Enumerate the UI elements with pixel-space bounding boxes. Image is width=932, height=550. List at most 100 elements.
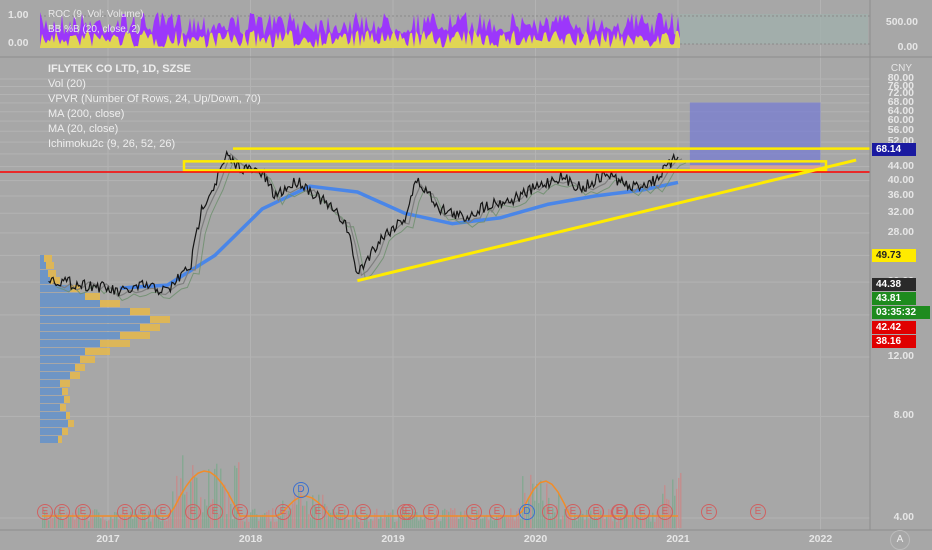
volume-bar (444, 508, 446, 528)
earnings-marker[interactable]: E (232, 504, 248, 520)
volume-bar (508, 515, 510, 528)
earnings-marker[interactable]: E (423, 504, 439, 520)
volume-bar (406, 513, 408, 528)
target-zone-box (689, 102, 821, 166)
vpvr-up-bar-4 (40, 285, 70, 292)
price-axis-tick: 8.00 (893, 409, 914, 422)
volume-bar (222, 486, 224, 528)
earnings-marker[interactable]: E (489, 504, 505, 520)
earnings-marker[interactable]: E (310, 504, 326, 520)
earnings-marker[interactable]: E (397, 504, 413, 520)
earnings-marker[interactable]: E (75, 504, 91, 520)
auto-scale-button[interactable]: A (890, 530, 910, 550)
volume-bar (520, 518, 522, 528)
volume-bar (392, 509, 394, 528)
volume-bar (108, 520, 110, 528)
volume-bar (368, 521, 370, 528)
price-axis-tick: 72.00 (887, 87, 914, 100)
price-tag-resistance: 49.73 (872, 249, 916, 262)
volume-bar (592, 518, 594, 528)
vpvr-up-bar-21 (40, 420, 68, 427)
volume-bar (416, 512, 418, 528)
indicator-vpvr[interactable]: VPVR (Number Of Rows, 24, Up/Down, 70) (48, 93, 261, 105)
top-right-tick-500: 500.00 (885, 16, 918, 28)
volume-bar (438, 521, 440, 528)
volume-bar (540, 480, 542, 528)
indicator-ichimoku[interactable]: Ichimoku2c (9, 26, 52, 26) (48, 138, 176, 150)
volume-bar (234, 465, 236, 528)
volume-bar (558, 493, 560, 528)
earnings-marker[interactable]: E (333, 504, 349, 520)
roc-legend[interactable]: ROC (9, Vol: Volume) (48, 9, 144, 20)
volume-bar (130, 511, 132, 528)
volume-bar (208, 469, 210, 528)
earnings-marker[interactable]: E (750, 504, 766, 520)
price-layer (48, 149, 687, 302)
earnings-marker[interactable]: E (657, 504, 673, 520)
volume-bar (326, 506, 328, 528)
volume-bar (48, 520, 50, 528)
bb-legend[interactable]: BB %B (20, close, 2) (48, 24, 141, 35)
vpvr-up-bar-18 (40, 396, 64, 403)
earnings-marker[interactable]: E (37, 504, 53, 520)
earnings-marker[interactable]: E (155, 504, 171, 520)
price-tag-entry: 44.38 (872, 278, 916, 291)
volume-bar (498, 514, 500, 528)
vpvr-up-bar-5 (40, 293, 85, 300)
volume-bar (400, 515, 402, 528)
indicator-vol[interactable]: Vol (20) (48, 78, 86, 90)
earnings-marker[interactable]: E (207, 504, 223, 520)
earnings-marker[interactable]: E (542, 504, 558, 520)
vpvr-bar-1 (40, 262, 54, 269)
volume-bar (110, 516, 112, 528)
vpvr-up-bar-2 (40, 270, 48, 277)
volume-bar (636, 515, 638, 528)
volume-bar (484, 516, 486, 528)
currency-label[interactable]: CNY (890, 63, 912, 74)
volume-bar (628, 516, 630, 528)
earnings-marker[interactable]: E (565, 504, 581, 520)
volume-bar (394, 521, 396, 528)
volume-bar (582, 513, 584, 528)
dividend-marker[interactable]: D (293, 482, 309, 498)
volume-bar (562, 515, 564, 528)
volume-bar (248, 521, 250, 528)
volume-bar (644, 513, 646, 528)
volume-bar (266, 511, 268, 528)
volume-bar (610, 509, 612, 528)
volume-bar (630, 516, 632, 528)
earnings-marker[interactable]: E (466, 504, 482, 520)
earnings-marker[interactable]: E (275, 504, 291, 520)
earnings-marker[interactable]: E (355, 504, 371, 520)
volume-bar (270, 521, 272, 528)
volume-bar (356, 512, 358, 528)
volume-bar (370, 519, 372, 528)
price-tag-low: 38.16 (872, 335, 916, 348)
earnings-marker[interactable]: E (588, 504, 604, 520)
volume-bar (128, 516, 130, 528)
volume-bar (452, 510, 454, 528)
earnings-marker[interactable]: E (135, 504, 151, 520)
time-axis-tick: 2017 (96, 533, 120, 545)
earnings-marker[interactable]: E (54, 504, 70, 520)
dividend-marker[interactable]: D (519, 504, 535, 520)
volume-bar (240, 516, 242, 528)
vpvr-up-bar-23 (40, 436, 58, 443)
earnings-marker[interactable]: E (634, 504, 650, 520)
earnings-marker[interactable]: E (117, 504, 133, 520)
volume-bar (492, 520, 494, 528)
symbol-title[interactable]: IFLYTEK CO LTD, 1D, SZSE (48, 63, 192, 75)
indicator-ma20[interactable]: MA (20, close) (48, 123, 119, 135)
earnings-marker[interactable]: E (701, 504, 717, 520)
volume-bar (258, 521, 260, 528)
volume-bar (230, 503, 232, 528)
indicator-ma200[interactable]: MA (200, close) (48, 108, 125, 120)
volume-bar (150, 521, 152, 528)
earnings-marker[interactable]: E (185, 504, 201, 520)
volume-bar (298, 492, 300, 528)
vpvr-up-bar-11 (40, 340, 100, 347)
volume-bar (204, 499, 206, 528)
earnings-marker[interactable]: E (611, 504, 627, 520)
